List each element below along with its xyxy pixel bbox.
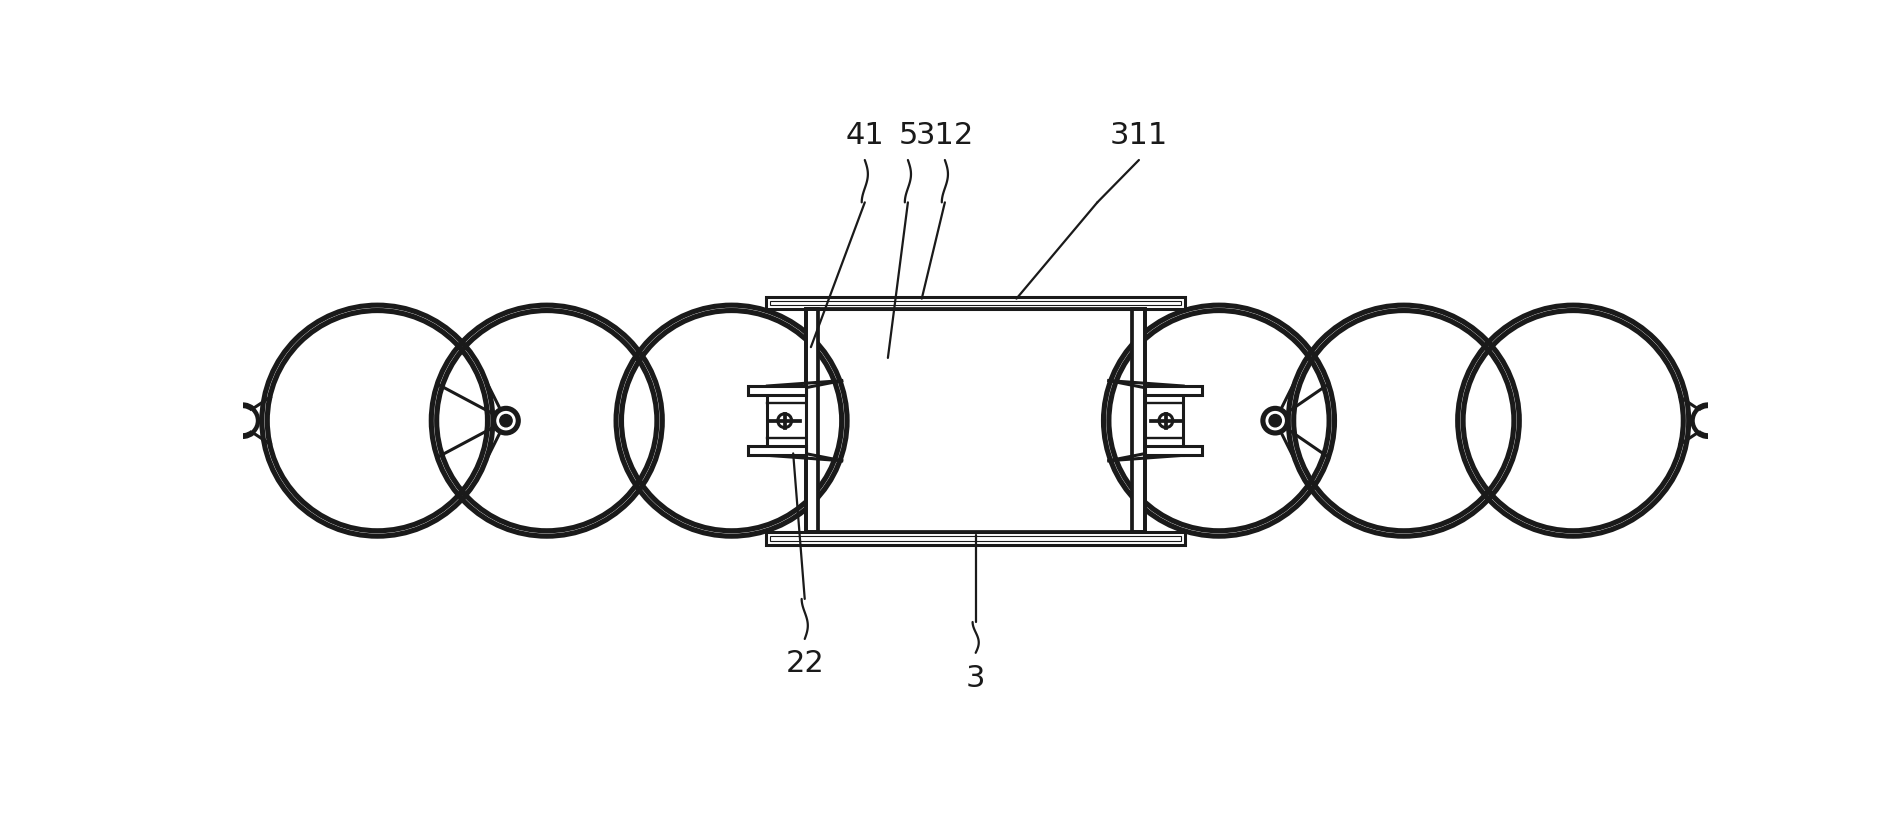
- Bar: [769, 536, 1182, 541]
- Bar: [765, 532, 1186, 545]
- Circle shape: [1692, 406, 1724, 436]
- Bar: [805, 309, 818, 532]
- Circle shape: [1159, 414, 1172, 427]
- Bar: [1146, 446, 1203, 456]
- Circle shape: [1269, 415, 1281, 426]
- Circle shape: [226, 406, 259, 436]
- Bar: [805, 309, 1146, 532]
- Bar: [1146, 386, 1184, 456]
- Circle shape: [500, 415, 512, 426]
- Text: 311: 311: [1109, 121, 1168, 150]
- Bar: [765, 297, 1186, 309]
- Bar: [805, 309, 1146, 532]
- Text: 3: 3: [967, 665, 986, 693]
- Circle shape: [778, 414, 792, 427]
- Circle shape: [1264, 408, 1288, 433]
- Bar: [769, 301, 1182, 305]
- Bar: [1146, 386, 1203, 395]
- Text: 5: 5: [898, 121, 917, 150]
- Bar: [1132, 309, 1146, 532]
- Circle shape: [493, 408, 518, 433]
- Text: 41: 41: [845, 121, 885, 150]
- Text: 22: 22: [786, 649, 824, 678]
- Bar: [748, 386, 805, 395]
- Bar: [767, 386, 805, 456]
- Bar: [748, 446, 805, 456]
- Text: 312: 312: [915, 121, 974, 150]
